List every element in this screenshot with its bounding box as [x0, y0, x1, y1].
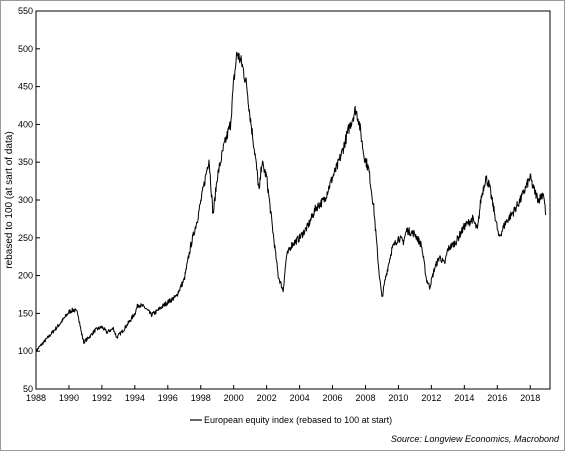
- x-tick-label: 1998: [191, 393, 211, 403]
- x-tick-label: 2006: [323, 393, 343, 403]
- x-tick-label: 2014: [454, 393, 474, 403]
- y-tick-label: 550: [18, 6, 33, 16]
- x-axis: 1988 1990 1992 1994 1996 1998 2000 2002 2004 2006…: [26, 385, 540, 403]
- x-tick-label: 2018: [520, 393, 540, 403]
- y-tick-label: 200: [18, 271, 33, 281]
- x-tick-label: 2008: [355, 393, 375, 403]
- legend-series-label: European equity index (rebased to 100 at…: [204, 415, 392, 425]
- x-tick-label: 1994: [125, 393, 145, 403]
- y-tick-label: 300: [18, 195, 33, 205]
- x-tick-label: 1990: [59, 393, 79, 403]
- y-axis-title: rebased to 100 (at sart of data): [4, 131, 15, 268]
- legend: European equity index (rebased to 100 at…: [190, 415, 392, 425]
- y-tick-label: 450: [18, 82, 33, 92]
- x-tick-label: 1996: [158, 393, 178, 403]
- plot-area: [35, 10, 551, 390]
- x-tick-label: 2012: [421, 393, 441, 403]
- y-tick-label: 350: [18, 157, 33, 167]
- series-line: [35, 51, 547, 353]
- x-tick-label: 2004: [290, 393, 310, 403]
- y-tick-label: 50: [23, 384, 33, 394]
- source-note: Source: Longview Economics, Macrobond: [391, 434, 560, 444]
- y-tick-label: 400: [18, 119, 33, 129]
- series-layer: [35, 51, 547, 353]
- x-tick-label: 2016: [487, 393, 507, 403]
- x-tick-label: 2010: [388, 393, 408, 403]
- y-axis: 50 100 150 200 250 300 350 400 450 500 550: [18, 6, 40, 394]
- y-tick-label: 500: [18, 44, 33, 54]
- x-tick-label: 1988: [26, 393, 46, 403]
- x-tick-label: 1992: [92, 393, 112, 403]
- x-tick-label: 2000: [224, 393, 244, 403]
- y-tick-label: 150: [18, 308, 33, 318]
- x-tick-label: 2002: [257, 393, 277, 403]
- y-tick-label: 100: [18, 346, 33, 356]
- y-tick-label: 250: [18, 233, 33, 243]
